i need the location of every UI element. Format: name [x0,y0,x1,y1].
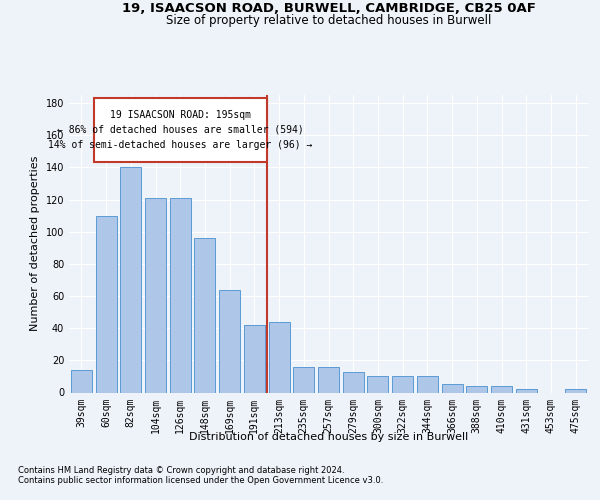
FancyBboxPatch shape [94,98,267,162]
Bar [367,376,388,392]
Bar [293,367,314,392]
Bar [120,168,141,392]
Bar [71,370,92,392]
Text: Distribution of detached houses by size in Burwell: Distribution of detached houses by size … [189,432,469,442]
Bar [95,216,116,392]
Bar [491,386,512,392]
Bar [244,325,265,392]
Bar [516,390,537,392]
Bar [318,367,339,392]
Bar [194,238,215,392]
Text: 19 ISAACSON ROAD: 195sqm
← 86% of detached houses are smaller (594)
14% of semi-: 19 ISAACSON ROAD: 195sqm ← 86% of detach… [48,110,313,150]
Bar [170,198,191,392]
Text: 19, ISAACSON ROAD, BURWELL, CAMBRIDGE, CB25 0AF: 19, ISAACSON ROAD, BURWELL, CAMBRIDGE, C… [122,2,536,16]
Bar [442,384,463,392]
Bar [219,290,240,393]
Bar [145,198,166,392]
Bar [466,386,487,392]
Bar [417,376,438,392]
Bar [392,376,413,392]
Bar [343,372,364,392]
Text: Contains public sector information licensed under the Open Government Licence v3: Contains public sector information licen… [18,476,383,485]
Y-axis label: Number of detached properties: Number of detached properties [30,156,40,332]
Text: Size of property relative to detached houses in Burwell: Size of property relative to detached ho… [166,14,491,27]
Bar [269,322,290,392]
Text: Contains HM Land Registry data © Crown copyright and database right 2024.: Contains HM Land Registry data © Crown c… [18,466,344,475]
Bar [565,390,586,392]
